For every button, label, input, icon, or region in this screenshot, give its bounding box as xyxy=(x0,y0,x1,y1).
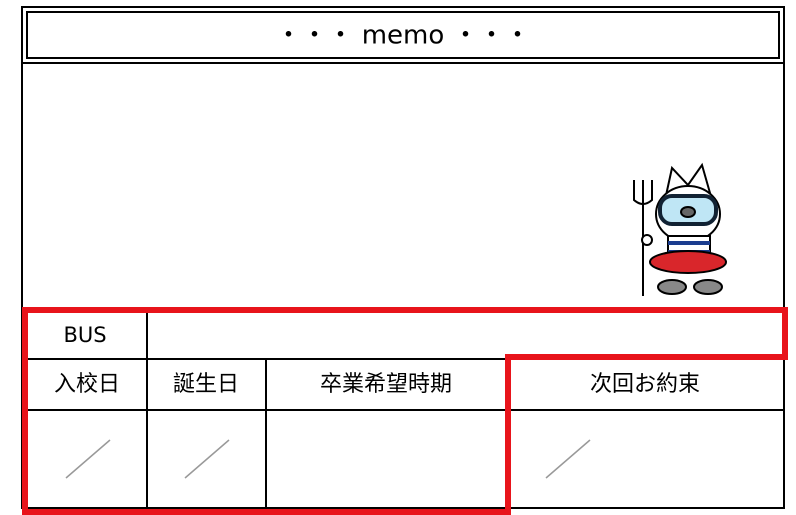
bus-label: BUS xyxy=(63,323,106,347)
mascot xyxy=(633,162,727,296)
date-slash xyxy=(65,439,111,479)
title-box-inner xyxy=(26,11,780,59)
date-slash xyxy=(545,439,591,479)
column-header: 次回お約束 xyxy=(590,372,700,397)
date-slash xyxy=(184,439,230,479)
column-header: 入校日 xyxy=(54,372,120,397)
title-box xyxy=(21,6,785,64)
column-header: 誕生日 xyxy=(173,372,239,397)
highlight-outline xyxy=(22,307,788,515)
column-header: 卒業希望時期 xyxy=(320,372,452,397)
title: ・・・ memo ・・・ xyxy=(275,21,530,51)
